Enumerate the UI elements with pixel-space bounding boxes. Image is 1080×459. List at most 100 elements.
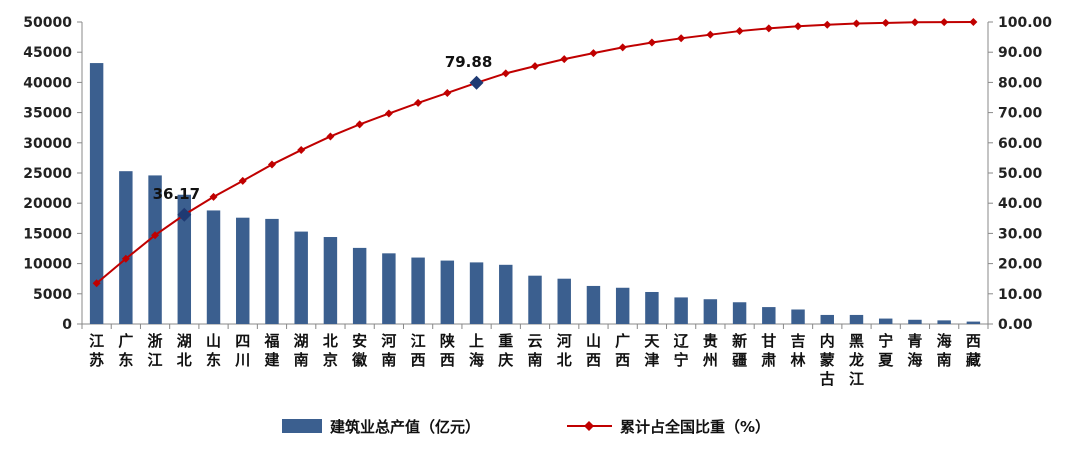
x-category-label: 河南 (381, 332, 396, 369)
cumulative-line (95, 21, 974, 284)
line-point (677, 34, 686, 43)
y-left-tick-label: 30000 (23, 136, 72, 152)
x-category-label: 浙江 (148, 332, 163, 369)
bar (732, 302, 747, 324)
line-point (501, 69, 510, 78)
x-category-label: 重庆 (498, 332, 513, 369)
y-right-tick-label: 0.00 (998, 317, 1033, 333)
y-right-tick-label: 70.00 (998, 106, 1043, 122)
x-category-label: 黑龙江 (848, 332, 864, 388)
bar (937, 320, 951, 324)
x-category-label: 福建 (263, 332, 280, 369)
bar (352, 247, 367, 324)
bar (908, 319, 922, 324)
highlight-point (469, 75, 484, 90)
bar (528, 275, 542, 324)
bar (674, 297, 688, 324)
bar (119, 171, 133, 324)
line-point (151, 231, 160, 240)
x-category-label: 辽宁 (674, 332, 689, 369)
x-category-label: 内蒙古 (820, 332, 835, 388)
line-point (121, 254, 130, 263)
x-category-label: 四川 (234, 332, 250, 369)
data-label: 79.88 (445, 53, 492, 71)
x-category-label: 云南 (527, 332, 542, 369)
y-right-tick-label: 50.00 (998, 166, 1043, 182)
y-left-tick-label: 25000 (23, 166, 72, 182)
y-left-tick-label: 50000 (23, 15, 72, 31)
x-category-label: 陕西 (440, 332, 455, 369)
y-left-tick-label: 40000 (23, 75, 72, 91)
line-point (414, 98, 423, 107)
y-right-tick-label: 20.00 (998, 257, 1043, 273)
y-right-tick-label: 30.00 (998, 226, 1043, 242)
bar (615, 287, 630, 324)
line-point (560, 55, 569, 64)
line-point (823, 20, 832, 29)
bar (645, 291, 659, 324)
y-left-tick-label: 15000 (23, 226, 72, 242)
y-left-tick-label: 10000 (23, 257, 72, 273)
bar (411, 257, 425, 324)
x-category-label: 安徽 (351, 332, 368, 369)
bar (177, 194, 192, 324)
bar (499, 264, 513, 324)
line-point (735, 27, 744, 36)
bar (820, 314, 834, 324)
line-point (297, 146, 306, 155)
x-category-label: 吉林 (791, 332, 807, 369)
highlight-point (177, 207, 192, 222)
line-point (647, 38, 656, 47)
legend-swatch-marker (584, 421, 594, 431)
y-left-tick-label: 35000 (23, 106, 72, 122)
x-category-label: 上海 (469, 332, 484, 369)
legend-label-line: 累计占全国比重（%） (620, 418, 770, 436)
x-category-label: 宁夏 (877, 332, 894, 369)
y-right-tick-label: 80.00 (998, 75, 1043, 91)
bar (323, 237, 338, 324)
bar (586, 285, 601, 324)
line-point (618, 43, 627, 52)
line-point (794, 22, 803, 31)
bar (148, 175, 162, 324)
line-point (92, 279, 101, 288)
y-right-tick-label: 10.00 (998, 287, 1043, 303)
line-point (764, 24, 773, 33)
line-series (92, 18, 978, 288)
bar (265, 218, 279, 324)
tick-labels: 0 5000 10000 15000 20000 25000 30000 35000 40000… (23, 15, 1052, 388)
line-point (881, 18, 890, 27)
x-category-label: 西藏 (966, 332, 981, 369)
x-category-label: 山东 (206, 332, 221, 369)
y-right-tick-label: 90.00 (998, 45, 1043, 61)
x-category-label: 甘肃 (761, 332, 776, 369)
line-point (238, 176, 247, 185)
line-point (267, 160, 276, 169)
bar (469, 262, 484, 324)
y-left-tick-label: 45000 (23, 45, 72, 61)
data-label: 36.17 (153, 185, 200, 203)
x-category-label: 贵州 (702, 332, 718, 369)
line-point (940, 18, 949, 27)
y-right-tick-label: 40.00 (998, 196, 1043, 212)
x-category-label: 江西 (411, 332, 426, 369)
bar (382, 253, 396, 324)
bar (440, 260, 455, 324)
line-point (384, 109, 393, 118)
bar (703, 299, 718, 324)
x-category-label: 湖北 (177, 332, 192, 369)
y-right-tick-label: 100.00 (998, 15, 1052, 31)
bar (557, 278, 571, 324)
legend-swatch-bar (282, 419, 322, 433)
line-point (355, 120, 364, 129)
x-category-label: 北京 (323, 332, 338, 369)
line-point (852, 19, 861, 28)
x-category-label: 新疆 (732, 332, 747, 369)
x-category-label: 山西 (586, 332, 601, 369)
x-category-label: 河北 (557, 332, 572, 369)
bar (236, 217, 250, 324)
x-category-label: 天津 (644, 332, 660, 369)
bar (762, 307, 776, 324)
x-category-label: 江苏 (89, 332, 104, 369)
